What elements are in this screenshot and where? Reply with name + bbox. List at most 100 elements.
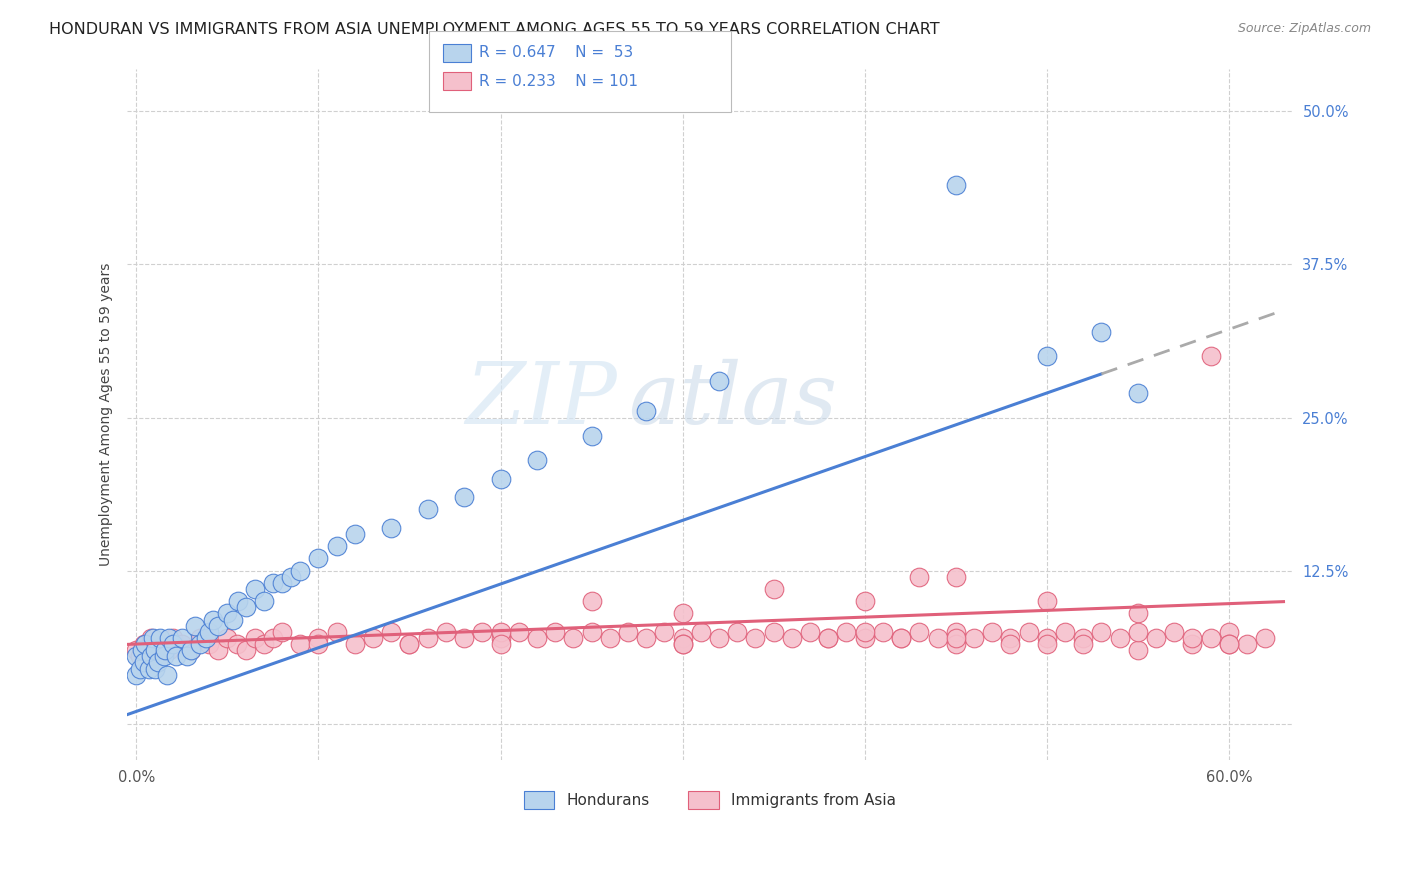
Point [799,624,821,639]
Point [416,502,439,516]
Point [156,667,179,681]
Point [228,594,250,608]
Point [380,624,402,639]
Point [471,624,494,639]
Point [136,656,159,670]
Point [817,631,839,645]
Point [617,624,640,639]
Point [129,661,152,675]
Point [1000,637,1022,651]
Point [201,613,224,627]
Point [188,631,211,645]
Point [744,631,766,645]
Point [562,631,585,645]
Point [262,575,284,590]
Point [170,637,193,651]
Legend: Hondurans, Immigrants from Asia: Hondurans, Immigrants from Asia [517,785,903,815]
Point [1218,637,1240,651]
Point [526,453,548,467]
Point [890,631,912,645]
Point [325,624,347,639]
Point [1071,631,1094,645]
Point [908,570,931,584]
Point [508,624,530,639]
Point [1181,637,1204,651]
Text: R = 0.233    N = 101: R = 0.233 N = 101 [479,74,638,88]
Point [1036,594,1059,608]
Point [963,631,986,645]
Point [157,631,180,645]
Point [180,643,202,657]
Point [1236,637,1258,651]
Point [1090,624,1112,639]
Point [689,624,711,639]
Point [890,631,912,645]
Point [526,631,548,645]
Point [1218,637,1240,651]
Point [872,624,894,639]
Point [780,631,803,645]
Point [817,631,839,645]
Point [207,643,229,657]
Point [194,631,217,645]
Point [180,643,202,657]
Point [183,618,205,632]
Point [853,631,876,645]
Point [125,643,148,657]
Point [1000,631,1022,645]
Point [725,624,748,639]
Point [162,631,184,645]
Point [325,539,347,553]
Point [489,472,512,486]
Point [945,637,967,651]
Point [835,624,858,639]
Point [143,643,166,657]
Point [581,429,603,443]
Point [262,631,284,645]
Point [243,582,266,596]
Point [198,624,221,639]
Point [222,613,245,627]
Text: Source: ZipAtlas.com: Source: ZipAtlas.com [1237,22,1371,36]
Point [1163,624,1185,639]
Point [599,631,621,645]
Point [489,637,512,651]
Y-axis label: Unemployment Among Ages 55 to 59 years: Unemployment Among Ages 55 to 59 years [100,263,114,566]
Point [707,631,730,645]
Point [271,624,294,639]
Point [138,661,160,675]
Point [1218,624,1240,639]
Point [125,649,148,664]
Point [176,649,198,664]
Point [290,637,312,651]
Point [149,631,172,645]
Text: R = 0.647    N =  53: R = 0.647 N = 53 [479,45,634,60]
Point [434,624,457,639]
Point [707,374,730,388]
Point [1071,637,1094,651]
Point [125,667,148,681]
Point [636,404,658,418]
Point [155,643,177,657]
Point [1181,631,1204,645]
Point [671,631,693,645]
Point [217,631,239,645]
Point [1036,631,1059,645]
Point [290,564,312,578]
Point [453,631,475,645]
Point [927,631,949,645]
Point [945,631,967,645]
Point [235,600,257,615]
Point [671,637,693,651]
Point [1018,624,1040,639]
Point [170,631,193,645]
Point [139,649,162,664]
Point [1199,349,1222,363]
Point [1090,325,1112,339]
Point [253,594,276,608]
Point [1126,643,1149,657]
Point [544,624,567,639]
Point [981,624,1004,639]
Point [243,631,266,645]
Point [398,637,420,651]
